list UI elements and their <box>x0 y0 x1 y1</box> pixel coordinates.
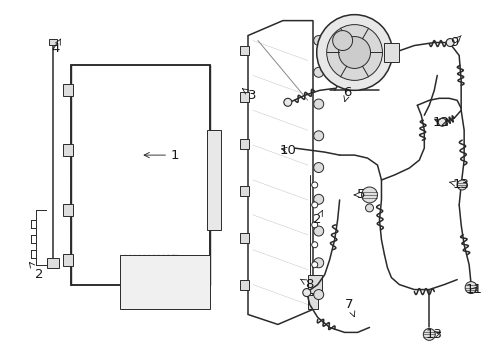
Circle shape <box>313 194 323 204</box>
Text: 7: 7 <box>345 298 354 317</box>
Bar <box>240 280 248 289</box>
Text: 2: 2 <box>313 211 322 226</box>
Text: 13: 13 <box>449 179 468 192</box>
Bar <box>240 233 248 243</box>
Circle shape <box>361 187 377 203</box>
Bar <box>240 139 248 149</box>
Text: 2: 2 <box>29 262 43 281</box>
Circle shape <box>326 24 382 80</box>
Text: 4: 4 <box>51 39 61 55</box>
Circle shape <box>313 289 323 300</box>
Bar <box>120 255 210 310</box>
Text: 13: 13 <box>425 328 442 341</box>
Text: 9: 9 <box>449 36 460 49</box>
Circle shape <box>423 328 434 340</box>
Circle shape <box>464 282 476 293</box>
Bar <box>62 144 73 156</box>
Bar <box>49 39 57 45</box>
Circle shape <box>311 202 317 208</box>
Bar <box>384 42 399 62</box>
Circle shape <box>311 262 317 268</box>
Circle shape <box>446 39 453 46</box>
Circle shape <box>316 15 392 90</box>
Circle shape <box>437 118 446 126</box>
Text: 6: 6 <box>343 86 351 102</box>
Text: 12: 12 <box>432 116 449 129</box>
Bar <box>47 258 59 268</box>
Circle shape <box>311 242 317 248</box>
Circle shape <box>313 99 323 109</box>
Circle shape <box>311 222 317 228</box>
Circle shape <box>338 37 370 68</box>
Text: 3: 3 <box>242 89 256 102</box>
Bar <box>307 275 321 293</box>
Text: 10: 10 <box>279 144 296 157</box>
Bar <box>240 186 248 196</box>
Text: 8: 8 <box>300 278 313 291</box>
Bar <box>62 254 73 266</box>
Circle shape <box>313 226 323 236</box>
Bar <box>240 45 248 55</box>
Text: 5: 5 <box>353 188 365 202</box>
Circle shape <box>313 67 323 77</box>
Bar <box>62 204 73 216</box>
Circle shape <box>302 289 310 297</box>
Bar <box>207 130 221 230</box>
Circle shape <box>313 131 323 141</box>
Circle shape <box>283 98 291 106</box>
Bar <box>62 84 73 96</box>
Circle shape <box>311 182 317 188</box>
Bar <box>71 66 210 285</box>
Text: 11: 11 <box>465 283 482 296</box>
Bar <box>307 294 317 309</box>
Circle shape <box>313 36 323 45</box>
Bar <box>240 92 248 102</box>
Bar <box>71 66 210 285</box>
Circle shape <box>313 163 323 172</box>
Circle shape <box>456 180 466 190</box>
Circle shape <box>365 204 373 212</box>
Text: 1: 1 <box>144 149 179 162</box>
Circle shape <box>332 31 352 50</box>
Circle shape <box>313 258 323 268</box>
